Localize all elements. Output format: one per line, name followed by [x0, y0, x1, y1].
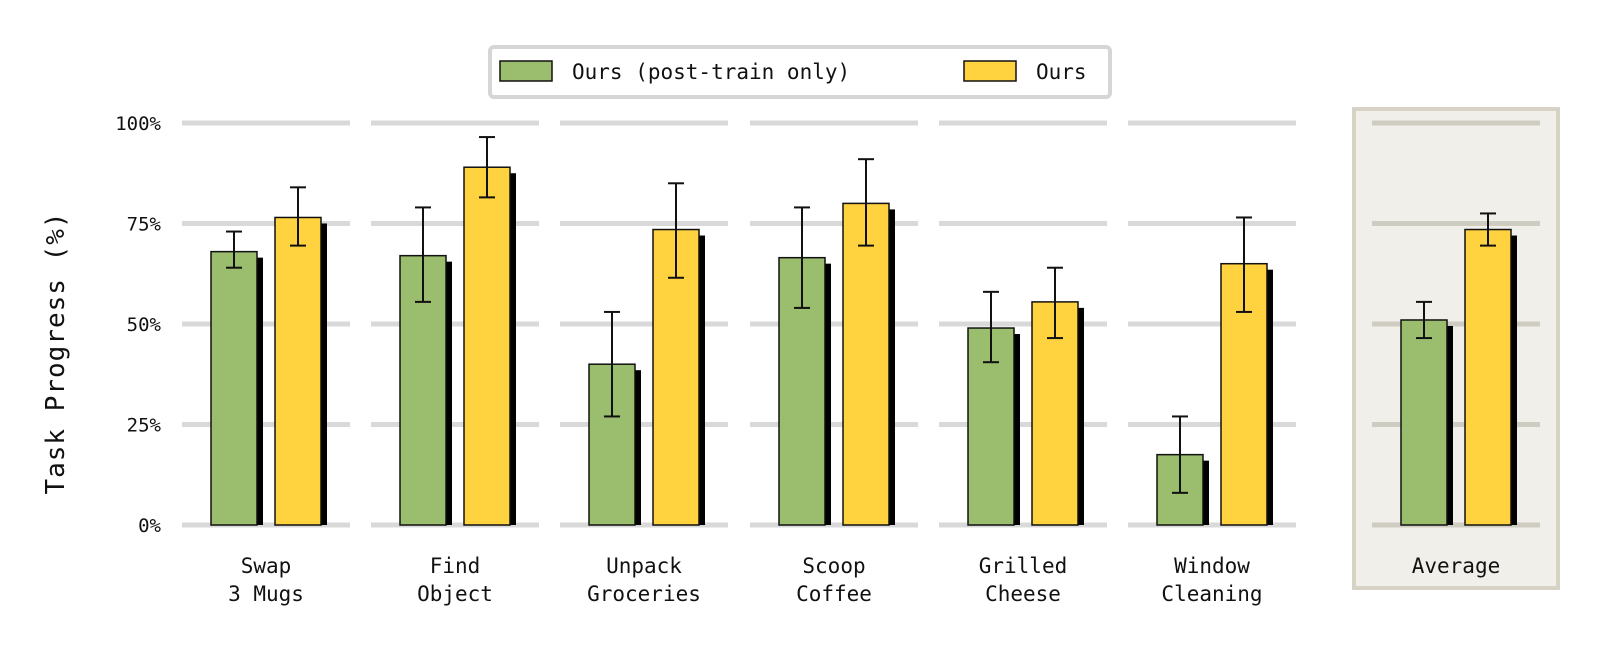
category-label: Coffee — [796, 582, 872, 606]
legend-swatch-ours — [963, 60, 1017, 82]
category-label: Groceries — [587, 582, 701, 606]
bar-ours — [1031, 301, 1079, 526]
category-label: Scoop — [802, 554, 865, 578]
bar-ours — [1464, 228, 1512, 526]
category-label: Find — [430, 554, 481, 578]
legend: Ours (post-train only) Ours — [488, 45, 1112, 99]
category-label: Cleaning — [1161, 582, 1262, 606]
bar-ours — [652, 228, 700, 526]
bar-ours — [274, 216, 322, 526]
category-label: Object — [417, 582, 493, 606]
legend-label-ours: Ours — [1036, 60, 1087, 84]
category-label: 3 Mugs — [228, 582, 304, 606]
y-tick-label: 75% — [127, 214, 162, 236]
legend-label-post-train: Ours (post-train only) — [572, 60, 850, 84]
bar-post-train — [210, 250, 258, 526]
bar-ours — [842, 202, 890, 526]
bar-post-train — [1400, 319, 1448, 526]
category-label: Unpack — [606, 554, 682, 578]
category-label: Grilled — [979, 554, 1068, 578]
bar-ours — [463, 166, 511, 526]
y-tick-label: 0% — [138, 515, 161, 537]
category-label: Swap — [241, 554, 292, 578]
legend-swatch-post-train — [499, 60, 553, 82]
y-axis-label: Task Progress (%) — [41, 211, 71, 494]
average-highlight-panel — [1352, 107, 1560, 590]
category-label: Cheese — [985, 582, 1061, 606]
y-tick-label: 50% — [127, 314, 162, 336]
category-label: Average — [1412, 554, 1501, 578]
y-tick-label: 100% — [115, 113, 161, 135]
y-tick-label: 25% — [127, 415, 162, 437]
category-label: Window — [1174, 554, 1250, 578]
